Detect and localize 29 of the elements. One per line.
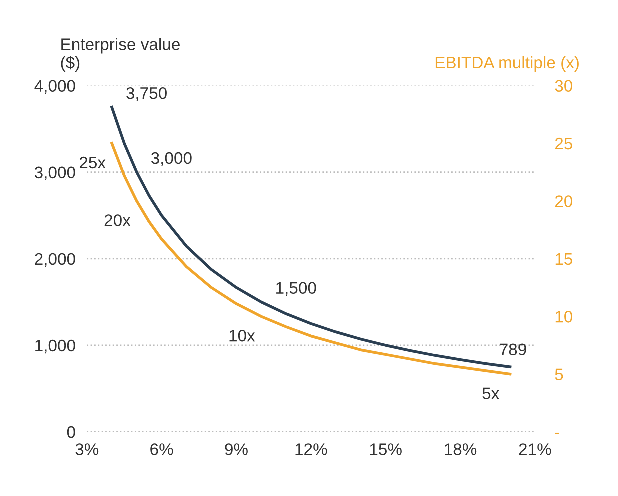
y2-tick-label: 10 — [556, 311, 573, 323]
y2-tick-label: 30 — [555, 80, 573, 92]
y-tick-label: 4,000 — [34, 80, 76, 94]
x-tick-label: 12% — [296, 444, 328, 456]
data-label: 5x — [482, 388, 500, 400]
y-tick-label: 1,000 — [36, 340, 76, 354]
y2-tick-label: 25 — [555, 138, 572, 150]
y-axis-title: Enterprise value ($) — [61, 38, 180, 72]
data-label: 3,750 — [126, 87, 167, 102]
y2-tick-label: - — [555, 432, 560, 434]
data-label: 20x — [104, 214, 131, 226]
y2-tick-label: 15 — [556, 253, 572, 266]
y-tick-label: 0 — [67, 426, 76, 438]
y2-axis-title: EBITDA multiple (x) — [436, 56, 579, 72]
data-label: 25x — [80, 156, 106, 169]
data-label: 10x — [230, 330, 256, 342]
data-label: 3,000 — [151, 152, 192, 166]
x-tick-label: 18% — [445, 444, 477, 456]
y-tick-label: 2,000 — [35, 253, 76, 268]
y-tick-label: 3,000 — [34, 166, 76, 181]
x-tick-label: 21% — [519, 444, 552, 456]
y2-tick-label: 5 — [555, 368, 564, 381]
y2-tick-label: 20 — [555, 196, 573, 208]
x-tick-label: 15% — [370, 444, 402, 456]
x-tick-label: 3% — [76, 444, 99, 456]
data-label: 1,500 — [276, 282, 316, 296]
x-tick-label: 9% — [225, 444, 248, 456]
x-tick-label: 6% — [150, 444, 174, 456]
data-label: 789 — [500, 344, 526, 356]
